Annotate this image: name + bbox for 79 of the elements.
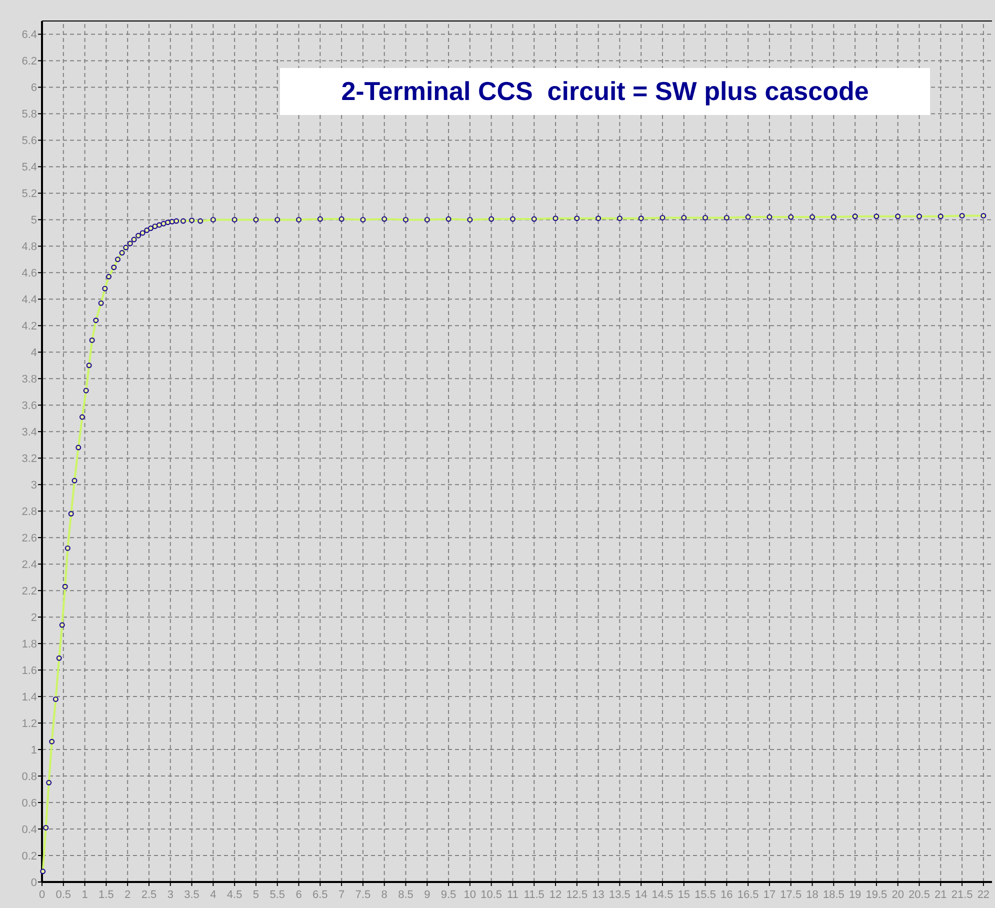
y-tick-label: 5.4 bbox=[22, 162, 37, 174]
x-tick-label: 2.5 bbox=[141, 889, 157, 901]
x-tick-label: 19 bbox=[848, 889, 862, 901]
y-tick-label: 5.2 bbox=[22, 188, 37, 200]
x-tick-label: 7 bbox=[338, 889, 345, 901]
x-tick-label: 13 bbox=[592, 889, 604, 901]
x-tick-label: 17 bbox=[763, 889, 776, 901]
x-tick-label: 4.5 bbox=[226, 889, 242, 901]
x-tick-label: 17.5 bbox=[780, 889, 802, 901]
x-tick-label: 3.5 bbox=[184, 889, 200, 901]
x-tick-label: 21.5 bbox=[951, 889, 973, 901]
y-tick-label: 0.4 bbox=[22, 824, 37, 836]
x-tick-label: 16.5 bbox=[737, 889, 759, 901]
y-tick-label: 0.8 bbox=[22, 771, 37, 784]
y-tick-label: 6.4 bbox=[22, 29, 37, 42]
x-tick-label: 14 bbox=[634, 889, 648, 901]
y-tick-label: 1 bbox=[30, 744, 37, 757]
y-tick-label: 2.8 bbox=[22, 506, 37, 518]
x-tick-label: 1.5 bbox=[98, 889, 114, 901]
x-tick-label: 15.5 bbox=[694, 889, 716, 901]
x-tick-label: 11.5 bbox=[524, 889, 544, 901]
y-tick-label: 3.2 bbox=[22, 453, 37, 466]
y-tick-label: 2.2 bbox=[22, 586, 37, 598]
x-tick-label: 0.5 bbox=[56, 889, 72, 901]
y-tick-label: 3.4 bbox=[22, 426, 37, 439]
y-tick-label: 4 bbox=[30, 347, 37, 360]
x-tick-label: 4 bbox=[210, 889, 216, 901]
x-tick-label: 20 bbox=[892, 889, 904, 901]
y-tick-label: 3.6 bbox=[22, 400, 37, 412]
x-tick-label: 2 bbox=[124, 889, 131, 901]
x-tick-label: 8 bbox=[381, 889, 388, 901]
y-tick-label: 0.6 bbox=[22, 798, 37, 810]
y-tick-label: 4.8 bbox=[22, 241, 37, 254]
x-tick-label: 22 bbox=[977, 889, 990, 901]
y-tick-label: 2.4 bbox=[22, 559, 37, 572]
x-tick-label: 15 bbox=[678, 889, 690, 901]
x-tick-label: 18.5 bbox=[822, 889, 844, 901]
x-tick-label: 19.5 bbox=[866, 889, 888, 901]
y-tick-label: 0.2 bbox=[22, 850, 37, 863]
y-tick-label: 1.6 bbox=[22, 665, 37, 678]
y-tick-label: 2 bbox=[30, 612, 37, 624]
x-tick-label: 21 bbox=[934, 889, 947, 901]
x-tick-label: 11 bbox=[507, 889, 518, 901]
y-tick-label: 4.2 bbox=[22, 320, 37, 333]
y-tick-label: 0 bbox=[30, 877, 37, 889]
x-tick-label: 12.5 bbox=[566, 889, 588, 901]
x-tick-label: 3 bbox=[167, 889, 174, 901]
y-tick-label: 1.2 bbox=[22, 718, 37, 730]
y-tick-label: 3 bbox=[30, 480, 37, 492]
y-tick-label: 5 bbox=[30, 214, 37, 227]
y-tick-label: 2.6 bbox=[22, 532, 37, 545]
x-tick-label: 6 bbox=[296, 889, 302, 901]
x-tick-label: 14.5 bbox=[652, 889, 674, 901]
x-tick-label: 0 bbox=[38, 889, 46, 901]
y-tick-label: 6 bbox=[30, 82, 37, 94]
x-tick-label: 1 bbox=[82, 889, 88, 901]
x-tick-label: 6.5 bbox=[312, 889, 328, 901]
x-tick-label: 18 bbox=[806, 889, 818, 901]
y-tick-label: 4.4 bbox=[22, 294, 37, 306]
y-tick-label: 6.2 bbox=[22, 56, 37, 68]
x-tick-label: 10.5 bbox=[480, 889, 502, 901]
x-tick-label: 7.5 bbox=[355, 889, 371, 901]
text: 2-Terminal CCS circuit = SW plus cascode bbox=[341, 76, 869, 106]
x-tick-label: 13.5 bbox=[608, 889, 630, 901]
y-tick-label: 3.8 bbox=[22, 374, 37, 386]
y-tick-label: 5.8 bbox=[22, 108, 37, 121]
y-tick-label: 4.6 bbox=[22, 268, 37, 280]
y-tick-label: 5.6 bbox=[22, 135, 37, 148]
x-tick-label: 5.5 bbox=[270, 889, 286, 901]
x-tick-label: 5 bbox=[252, 889, 260, 901]
y-tick-label: 1.8 bbox=[22, 638, 37, 651]
x-tick-label: 20.5 bbox=[908, 889, 930, 901]
x-tick-label: 9.5 bbox=[440, 889, 456, 901]
x-tick-label: 10 bbox=[464, 889, 476, 901]
y-tick-label: 1.4 bbox=[22, 692, 37, 704]
x-tick-label: 9 bbox=[424, 889, 430, 901]
x-tick-label: 8.5 bbox=[398, 889, 414, 901]
x-tick-label: 12 bbox=[549, 889, 562, 901]
x-tick-label: 16 bbox=[720, 889, 733, 901]
